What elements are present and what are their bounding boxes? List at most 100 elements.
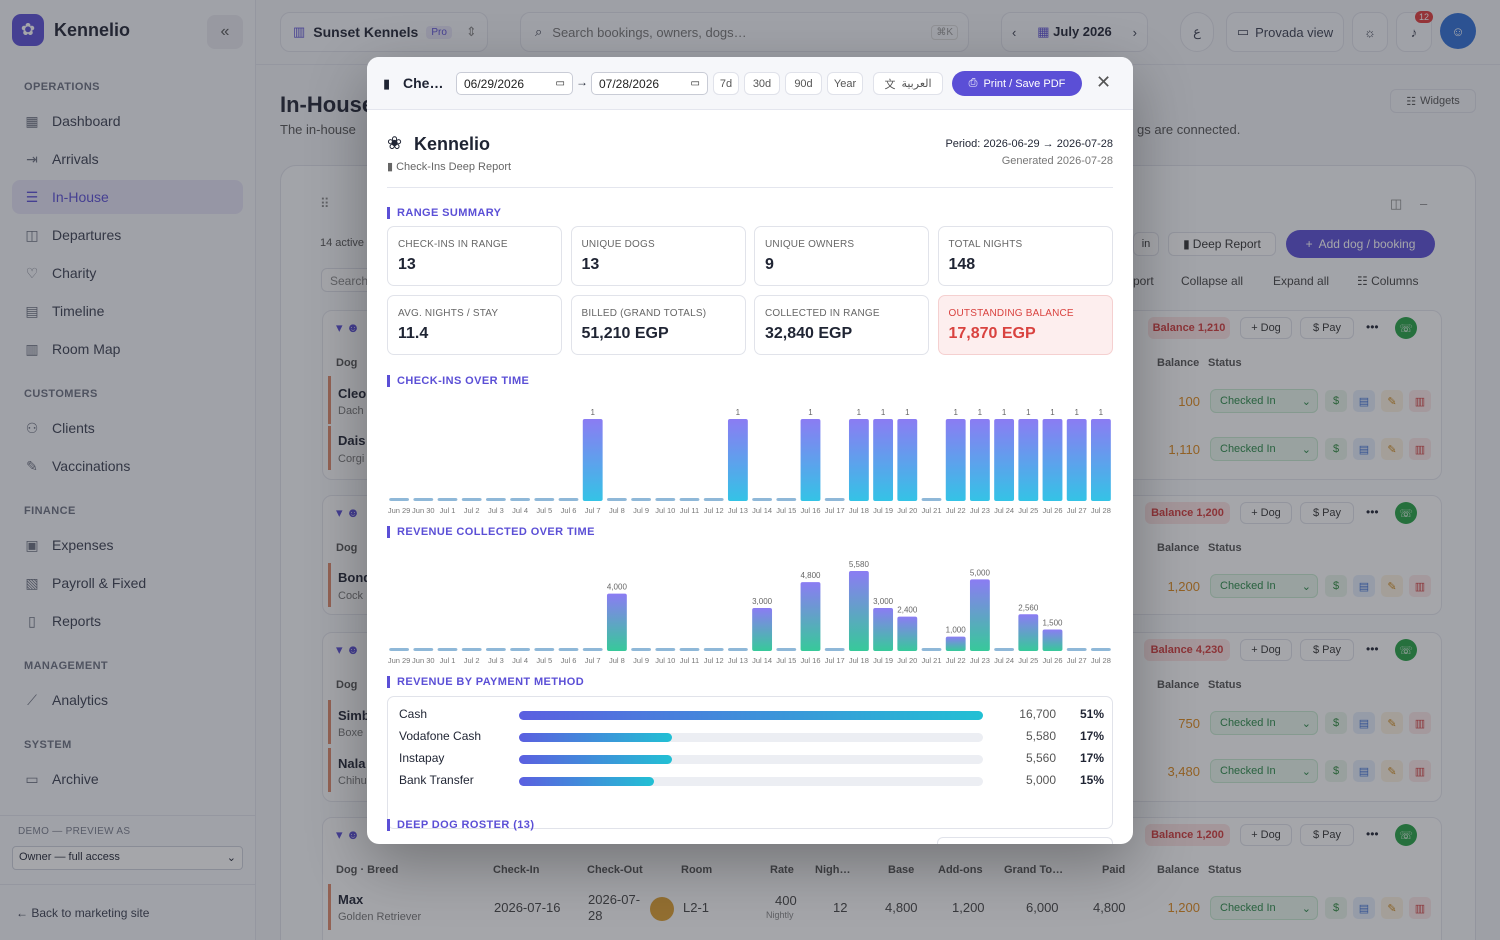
trash-icon[interactable]: ▥	[1409, 712, 1431, 734]
pay-button[interactable]: $ Pay	[1300, 317, 1354, 339]
sidebar-item-timeline[interactable]: ▤ Timeline	[12, 294, 243, 328]
date-to-input[interactable]: 07/28/2026 ▭	[591, 72, 708, 95]
money-icon[interactable]: $	[1325, 897, 1347, 919]
trash-icon[interactable]: ▥	[1409, 897, 1431, 919]
status-select[interactable]: Checked In ⌄	[1210, 759, 1318, 783]
sidebar-item-charity[interactable]: ♡ Charity	[12, 256, 243, 290]
pay-button[interactable]: $ Pay	[1300, 824, 1354, 846]
print-save-pdf-button[interactable]: ⎙ Print / Save PDF	[952, 71, 1082, 96]
back-to-marketing-link[interactable]: ← Back to marketing site	[16, 906, 150, 920]
whatsapp-icon[interactable]: ☏	[1395, 639, 1417, 661]
edit-icon[interactable]: ✎	[1381, 897, 1403, 919]
trash-icon[interactable]: ▥	[1409, 575, 1431, 597]
collapse-all-button[interactable]: Collapse all	[1181, 274, 1244, 288]
money-icon[interactable]: $	[1325, 575, 1347, 597]
sidebar-item-dashboard[interactable]: ▦ Dashboard	[12, 104, 243, 138]
date-from-input[interactable]: 06/29/2026 ▭	[456, 72, 573, 95]
add-dog-button[interactable]: + Dog	[1240, 502, 1292, 524]
sidebar-item-room-map[interactable]: ▥ Room Map	[12, 332, 243, 366]
dog-name[interactable]: Bond	[338, 570, 372, 585]
status-select[interactable]: Checked In ⌄	[1210, 896, 1318, 920]
notes-icon[interactable]: ▤	[1353, 438, 1375, 460]
whatsapp-icon[interactable]: ☏	[1395, 502, 1417, 524]
sidebar-item-in-house[interactable]: ☰ In-House	[12, 180, 243, 214]
month-label[interactable]: ▦ July 2026	[1037, 24, 1111, 40]
report-link[interactable]: port	[1133, 274, 1154, 288]
owner-icon[interactable]: ▾ ☻	[336, 320, 360, 335]
edit-icon[interactable]: ✎	[1381, 438, 1403, 460]
more-icon[interactable]: •••	[1366, 827, 1379, 841]
bg-in-button[interactable]: in	[1133, 232, 1159, 256]
sidebar-item-expenses[interactable]: ▣ Expenses	[12, 528, 243, 562]
status-select[interactable]: Checked In ⌄	[1210, 574, 1318, 598]
more-icon[interactable]: •••	[1366, 505, 1379, 519]
deep-report-button[interactable]: ▮ Deep Report	[1168, 232, 1276, 256]
add-dog-button[interactable]: + Dog	[1240, 317, 1292, 339]
notes-icon[interactable]: ▤	[1353, 575, 1375, 597]
money-icon[interactable]: $	[1325, 760, 1347, 782]
owner-icon[interactable]: ▾ ☻	[336, 642, 360, 657]
money-icon[interactable]: $	[1325, 712, 1347, 734]
status-select[interactable]: Checked In ⌄	[1210, 711, 1318, 735]
sidebar-item-archive[interactable]: ▭ Archive	[12, 762, 243, 796]
more-icon[interactable]: •••	[1366, 320, 1379, 334]
dog-name[interactable]: Nala	[338, 756, 366, 771]
status-select[interactable]: Checked In ⌄	[1210, 437, 1318, 461]
pay-button[interactable]: $ Pay	[1300, 502, 1354, 524]
pay-button[interactable]: $ Pay	[1300, 639, 1354, 661]
minimize-icon[interactable]: –	[1420, 196, 1428, 211]
whatsapp-icon[interactable]: ☏	[1395, 824, 1417, 846]
edit-icon[interactable]: ✎	[1381, 712, 1403, 734]
view-toggle-button[interactable]: ▭ Provada view	[1226, 12, 1344, 52]
sidebar-item-reports[interactable]: ▯ Reports	[12, 604, 243, 638]
avatar[interactable]: ☺	[1440, 13, 1476, 49]
search-input[interactable]: Search bookings, owners, dogs…	[552, 24, 747, 40]
trash-icon[interactable]: ▥	[1409, 760, 1431, 782]
panel-layout-icon[interactable]: ◫	[1390, 196, 1403, 211]
edit-icon[interactable]: ✎	[1381, 575, 1403, 597]
collapse-sidebar-button[interactable]: «	[207, 15, 243, 49]
more-icon[interactable]: •••	[1366, 642, 1379, 656]
range-7d-button[interactable]: 7d	[713, 72, 739, 95]
widgets-button[interactable]: ☷ Widgets	[1390, 89, 1476, 113]
sidebar-item-vaccinations[interactable]: ✎ Vaccinations	[12, 449, 243, 483]
dog-name[interactable]: Max	[338, 892, 364, 907]
sidebar-item-analytics[interactable]: ⟋ Analytics	[12, 683, 243, 717]
range-year-button[interactable]: Year	[827, 72, 863, 95]
sidebar-item-clients[interactable]: ⚇ Clients	[12, 411, 243, 445]
owner-icon[interactable]: ▾ ☻	[336, 505, 360, 520]
trash-icon[interactable]: ▥	[1409, 438, 1431, 460]
notes-icon[interactable]: ▤	[1353, 897, 1375, 919]
expand-all-button[interactable]: Expand all	[1273, 274, 1330, 288]
range-90d-button[interactable]: 90d	[785, 72, 822, 95]
brand[interactable]: ✿ Kennelio	[12, 14, 130, 46]
notes-icon[interactable]: ▤	[1353, 760, 1375, 782]
edit-icon[interactable]: ✎	[1381, 760, 1403, 782]
edit-icon[interactable]: ✎	[1381, 390, 1403, 412]
dog-name[interactable]: Simb	[338, 708, 370, 723]
money-icon[interactable]: $	[1325, 438, 1347, 460]
sidebar-item-departures[interactable]: ◫ Departures	[12, 218, 243, 252]
dog-name[interactable]: Cleo	[338, 386, 367, 401]
add-dog-button[interactable]: + Dog	[1240, 639, 1292, 661]
language-button[interactable]: 文 العربية	[873, 72, 943, 95]
drag-handle-icon[interactable]: ⠿	[320, 196, 330, 211]
columns-button[interactable]: ☷ Columns	[1357, 274, 1418, 288]
sidebar-item-arrivals[interactable]: ⇥ Arrivals	[12, 142, 243, 176]
trash-icon[interactable]: ▥	[1409, 390, 1431, 412]
workspace-switcher[interactable]: ▥ Sunset Kennels Pro ⇕	[280, 12, 488, 52]
range-30d-button[interactable]: 30d	[744, 72, 780, 95]
language-toggle[interactable]: ع	[1180, 12, 1214, 52]
chevron-right-icon[interactable]: ›	[1132, 24, 1137, 40]
add-booking-button[interactable]: + Add dog / booking	[1286, 230, 1435, 258]
notes-icon[interactable]: ▤	[1353, 712, 1375, 734]
money-icon[interactable]: $	[1325, 390, 1347, 412]
close-icon[interactable]: ✕	[1096, 72, 1112, 92]
preview-role-select[interactable]: Owner — full access ⌄	[12, 846, 243, 870]
status-select[interactable]: Checked In ⌄	[1210, 389, 1318, 413]
chevron-left-icon[interactable]: ‹	[1012, 24, 1017, 40]
whatsapp-icon[interactable]: ☏	[1395, 317, 1417, 339]
global-search[interactable]: ⌕ Search bookings, owners, dogs… ⌘K	[520, 12, 969, 52]
add-dog-button[interactable]: + Dog	[1240, 824, 1292, 846]
notifications-button[interactable]: ♪ 12	[1396, 11, 1433, 52]
